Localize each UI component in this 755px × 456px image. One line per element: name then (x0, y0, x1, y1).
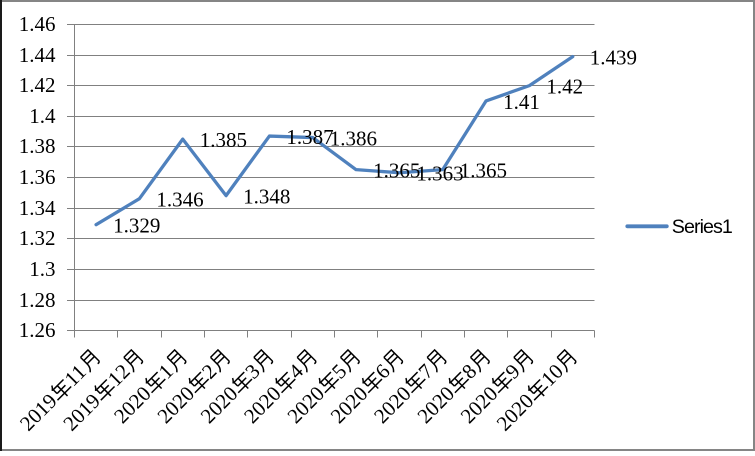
svg-text:1.34: 1.34 (19, 196, 56, 220)
svg-text:1.41: 1.41 (503, 90, 540, 114)
svg-text:1.439: 1.439 (590, 46, 637, 70)
svg-text:1.32: 1.32 (19, 226, 56, 250)
svg-text:1.329: 1.329 (113, 214, 160, 238)
svg-text:1.365: 1.365 (373, 159, 420, 183)
svg-text:1.42: 1.42 (546, 75, 583, 99)
svg-text:1.387: 1.387 (286, 125, 333, 149)
svg-text:1.346: 1.346 (156, 188, 203, 212)
svg-text:1.385: 1.385 (200, 128, 247, 152)
svg-text:1.36: 1.36 (19, 165, 56, 189)
svg-text:1.44: 1.44 (19, 43, 56, 67)
svg-text:1.42: 1.42 (19, 73, 56, 97)
svg-text:1.46: 1.46 (19, 12, 56, 36)
svg-text:1.365: 1.365 (460, 159, 507, 183)
svg-text:1.363: 1.363 (416, 162, 463, 186)
svg-text:1.3: 1.3 (29, 257, 55, 281)
svg-text:1.348: 1.348 (243, 185, 290, 209)
svg-text:Series1: Series1 (672, 216, 732, 238)
svg-text:1.4: 1.4 (29, 104, 56, 128)
svg-text:1.386: 1.386 (330, 127, 377, 151)
svg-text:1.28: 1.28 (19, 288, 56, 312)
svg-text:1.38: 1.38 (19, 134, 56, 158)
svg-text:1.26: 1.26 (19, 318, 56, 342)
